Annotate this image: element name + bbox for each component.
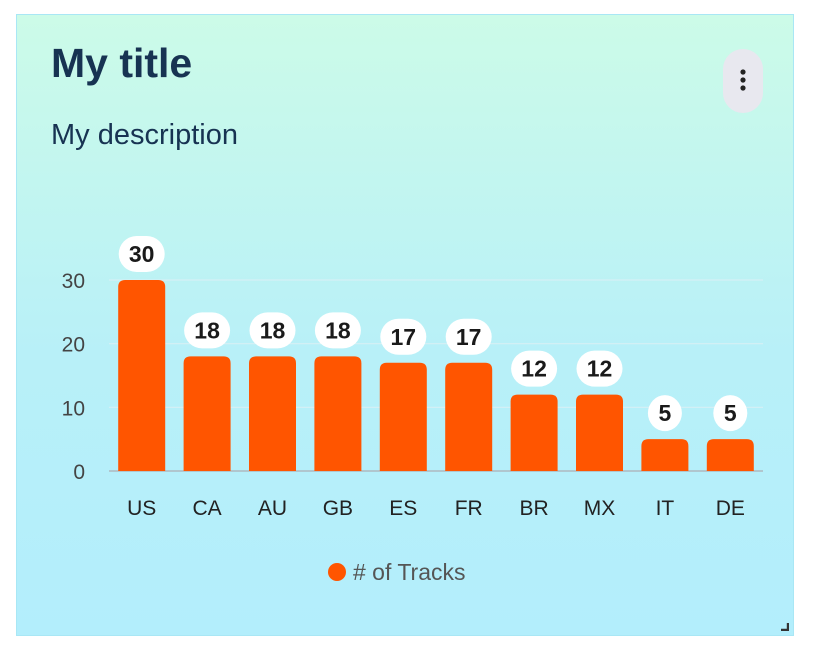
data-label-background	[380, 318, 427, 355]
y-tick-label: 20	[62, 334, 85, 357]
bar[interactable]	[641, 439, 689, 471]
bar[interactable]	[706, 439, 754, 471]
card-title: My title	[51, 40, 193, 86]
legend[interactable]: # of Tracks	[328, 559, 465, 585]
data-label: 12	[587, 356, 613, 382]
data-label-background	[576, 350, 623, 387]
x-tick-label: AU	[258, 497, 287, 520]
bar-chart: 0 10 20 30 30 US 18 CA 18 AU 18 GB 17 ES 17 FR 12 BR 12 MX 5…	[62, 236, 763, 585]
data-label: 30	[129, 241, 155, 267]
bar[interactable]	[379, 362, 427, 471]
x-tick-label: DE	[716, 497, 745, 520]
bar[interactable]	[445, 362, 493, 471]
y-tick-label: 30	[62, 270, 85, 293]
data-label-background	[713, 395, 748, 432]
y-tick-label: 0	[73, 461, 85, 484]
data-label-background	[647, 395, 682, 432]
data-label: 18	[260, 317, 286, 343]
data-label-background	[511, 350, 558, 387]
data-label-background	[184, 312, 231, 349]
legend-label: # of Tracks	[353, 559, 465, 585]
data-label-background	[445, 318, 492, 355]
bar[interactable]	[510, 394, 558, 471]
chart-card: My title My description 0 10 20 30 30 US 18 CA 1…	[16, 14, 794, 636]
bar[interactable]	[249, 356, 296, 471]
data-label: 18	[325, 317, 351, 343]
x-tick-label: MX	[584, 497, 616, 520]
data-label: 17	[391, 324, 417, 350]
data-label: 5	[724, 400, 737, 426]
bar[interactable]	[576, 394, 623, 471]
card-description: My description	[51, 119, 238, 151]
x-tick-label: FR	[455, 497, 483, 520]
x-tick-label: US	[127, 497, 156, 520]
x-tick-label: ES	[389, 497, 417, 520]
bar[interactable]	[118, 280, 166, 471]
x-tick-label: CA	[193, 497, 222, 520]
data-label-background	[118, 236, 165, 272]
data-label: 18	[194, 317, 220, 343]
data-label: 5	[659, 400, 672, 426]
data-label: 12	[521, 356, 547, 382]
legend-swatch	[328, 563, 346, 581]
data-label-background	[314, 312, 361, 349]
y-tick-label: 10	[62, 397, 85, 420]
resize-handle-icon[interactable]	[779, 621, 789, 631]
x-tick-label: BR	[520, 497, 549, 520]
x-tick-label: GB	[323, 497, 353, 520]
x-tick-label: IT	[656, 497, 675, 520]
card-menu-button[interactable]	[723, 49, 763, 113]
data-label-background	[249, 312, 296, 349]
vertical-ellipsis-icon	[740, 69, 746, 91]
bar[interactable]	[314, 356, 362, 471]
data-label: 17	[456, 324, 482, 350]
bar[interactable]	[183, 356, 231, 471]
